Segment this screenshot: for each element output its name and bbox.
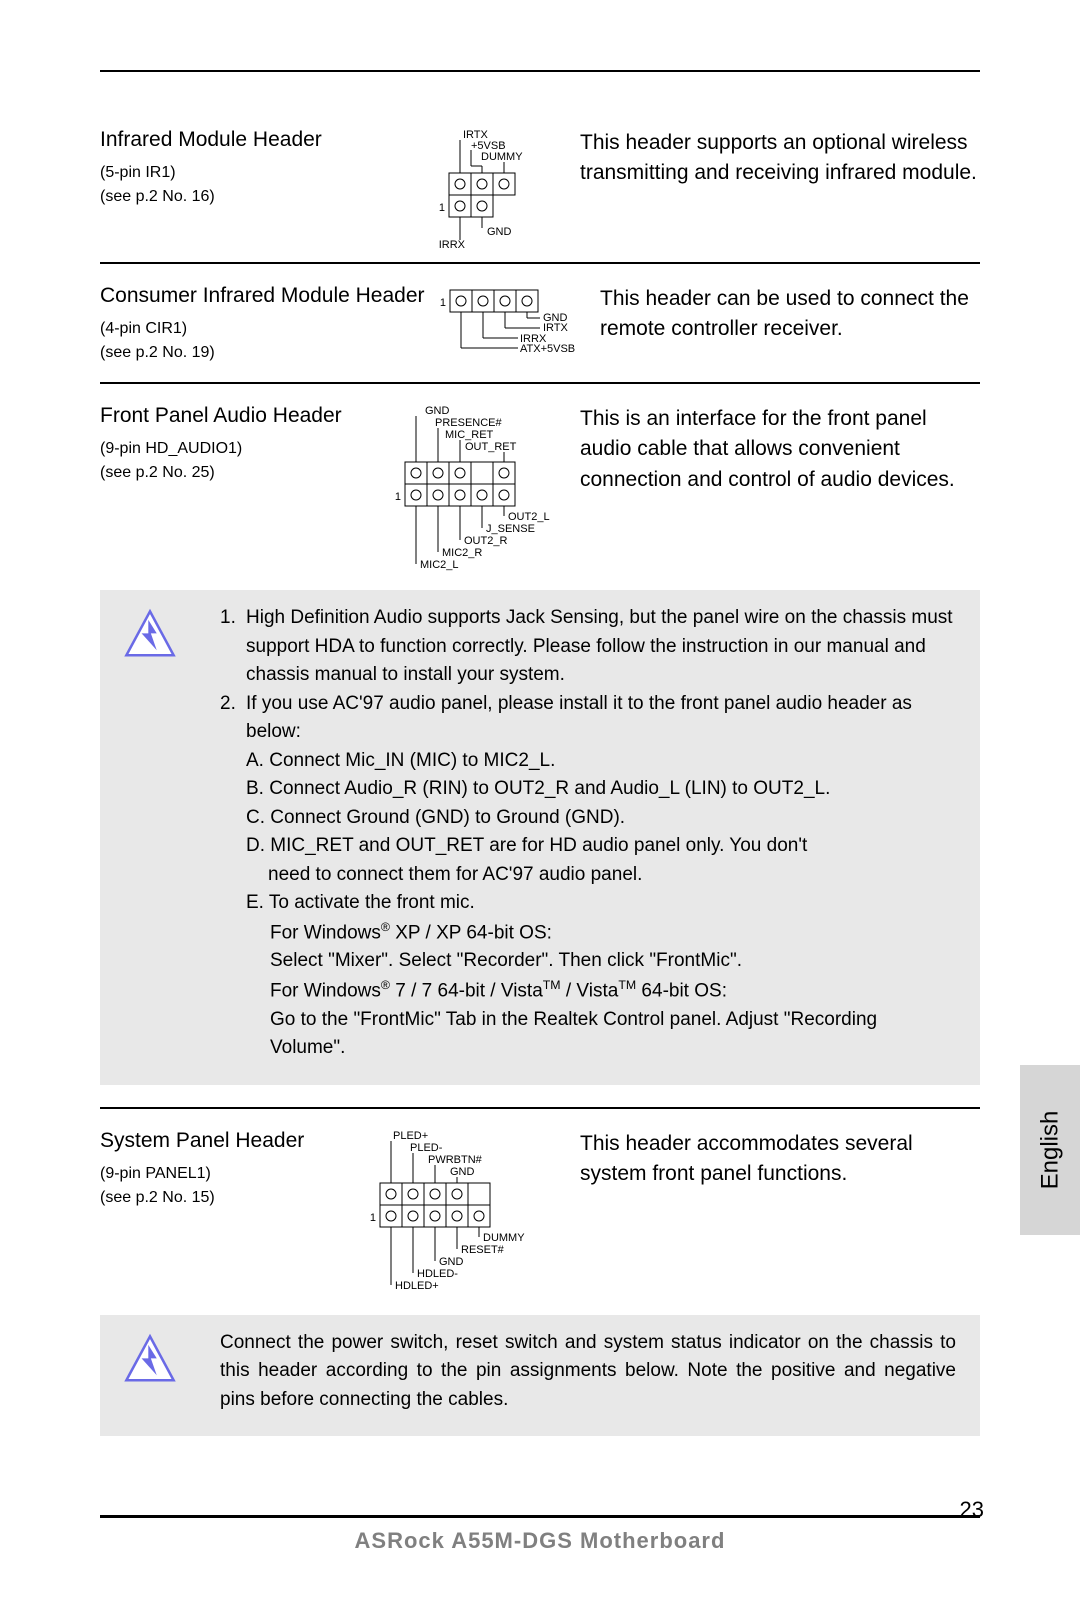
pin-label: RESET# [461, 1244, 505, 1256]
pin-label: MIC2_R [442, 547, 482, 559]
pin-label: ATX+5VSB [520, 343, 575, 355]
pin1-marker: 1 [370, 1212, 376, 1224]
pin-label: GND [487, 226, 512, 238]
pin-label: GND [450, 1166, 475, 1178]
ir-diagram-svg: IRTX +5VSB DUMMY 1 GND [415, 128, 525, 258]
note-body: Connect the power switch, reset switch a… [190, 1329, 956, 1415]
note-body: 1.High Definition Audio supports Jack Se… [190, 604, 956, 1063]
section-sub2: (see p.2 No. 19) [100, 344, 440, 362]
section-diagram: PLED+ PLED- PWRBTN# GND [340, 1129, 560, 1309]
section-cir: Consumer Infrared Module Header (4-pin C… [100, 264, 980, 368]
language-label: English [1036, 1111, 1064, 1190]
section-desc: This header supports an optional wireles… [580, 128, 980, 189]
section-desc: This header can be used to connect the r… [600, 284, 980, 345]
section-title: Front Panel Audio Header [100, 404, 380, 428]
section-title: Infrared Module Header [100, 128, 380, 152]
pin-label: PLED- [410, 1142, 443, 1154]
pin1-marker: 1 [439, 202, 445, 214]
pin-label: PRESENCE# [435, 417, 503, 429]
pin-label: HDLED+ [395, 1280, 439, 1292]
section-right: This header supports an optional wireles… [560, 128, 980, 189]
pin-label: PWRBTN# [428, 1154, 483, 1166]
panel-diagram-svg: PLED+ PLED- PWRBTN# GND [360, 1129, 540, 1309]
section-sub2: (see p.2 No. 25) [100, 464, 380, 482]
note-subitem: C. Connect Ground (GND) to Ground (GND). [220, 804, 956, 833]
section-left: Infrared Module Header (5-pin IR1) (see … [100, 128, 380, 212]
pin-label: DUMMY [483, 1232, 525, 1244]
pin-label: MIC2_L [420, 559, 459, 571]
note-box-panel: Connect the power switch, reset switch a… [100, 1315, 980, 1437]
pin-label: GND [439, 1256, 464, 1268]
section-diagram: 1 GND IRTX IRRX ATX+5VSB [440, 284, 580, 364]
section-right: This header can be used to connect the r… [580, 284, 980, 345]
pin-label: OUT2_L [508, 511, 550, 523]
pin-label: DUMMY [481, 151, 523, 163]
note-line: Go to the "FrontMic" Tab in the Realtek … [220, 1006, 956, 1063]
lightning-icon [110, 604, 190, 1063]
language-tab: English [1020, 1065, 1080, 1235]
document-page: Infrared Module Header (5-pin IR1) (see … [0, 0, 1080, 1619]
pin-label: IRRX [439, 239, 466, 251]
pin1-marker: 1 [395, 491, 401, 503]
note-subitem: E. To activate the front mic. [220, 889, 956, 918]
section-right: This is an interface for the front panel… [560, 404, 980, 495]
section-sub1: (4-pin CIR1) [100, 320, 440, 338]
pin-label: MIC_RET [445, 429, 494, 441]
section-left: Front Panel Audio Header (9-pin HD_AUDIO… [100, 404, 380, 488]
cir-diagram-svg: 1 GND IRTX IRRX ATX+5VSB [440, 284, 580, 364]
section-panel: System Panel Header (9-pin PANEL1) (see … [100, 1109, 980, 1309]
section-desc: This header accommodates several system … [580, 1129, 980, 1190]
note-subitem: A. Connect Mic_IN (MIC) to MIC2_L. [220, 747, 956, 776]
note-subitem: B. Connect Audio_R (RIN) to OUT2_R and A… [220, 775, 956, 804]
section-title: Consumer Infrared Module Header [100, 284, 440, 308]
section-sub2: (see p.2 No. 16) [100, 188, 380, 206]
lightning-icon [110, 1329, 190, 1415]
section-left: System Panel Header (9-pin PANEL1) (see … [100, 1129, 340, 1213]
pin-label: OUT_RET [465, 441, 517, 453]
hdaudio-diagram-svg: GND PRESENCE# MIC_RET OUT_RET [385, 404, 555, 584]
note-subitem: D. MIC_RET and OUT_RET are for HD audio … [220, 832, 956, 889]
note-line: For Windows® 7 / 7 64-bit / VistaTM / Vi… [220, 976, 956, 1006]
pin-label: OUT2_R [464, 535, 507, 547]
section-diagram: GND PRESENCE# MIC_RET OUT_RET [380, 404, 560, 584]
note-item: High Definition Audio supports Jack Sens… [246, 604, 956, 690]
note-item: If you use AC'97 audio panel, please ins… [246, 690, 956, 747]
note-text: Connect the power switch, reset switch a… [220, 1332, 956, 1410]
section-right: This header accommodates several system … [560, 1129, 980, 1190]
note-box-audio: 1.High Definition Audio supports Jack Se… [100, 590, 980, 1085]
section-sub1: (9-pin HD_AUDIO1) [100, 440, 380, 458]
page-footer: 23 ASRock A55M-DGS Motherboard [100, 1515, 980, 1554]
section-hdaudio: Front Panel Audio Header (9-pin HD_AUDIO… [100, 384, 980, 584]
note-line: Select "Mixer". Select "Recorder". Then … [220, 947, 956, 976]
pin-label: J_SENSE [486, 523, 535, 535]
section-sub1: (9-pin PANEL1) [100, 1165, 340, 1183]
footer-rule [100, 1515, 980, 1518]
pin-label: HDLED- [417, 1268, 458, 1280]
section-left: Consumer Infrared Module Header (4-pin C… [100, 284, 440, 368]
pin-label: IRTX [543, 322, 569, 334]
pin-label: GND [425, 405, 450, 417]
section-sub1: (5-pin IR1) [100, 164, 380, 182]
footer-title: ASRock A55M-DGS Motherboard [100, 1528, 980, 1554]
note-line: For Windows® XP / XP 64-bit OS: [220, 918, 956, 948]
section-desc: This is an interface for the front panel… [580, 404, 980, 495]
pin1-marker: 1 [440, 297, 446, 309]
section-diagram: IRTX +5VSB DUMMY 1 GND [380, 128, 560, 258]
page-number: 23 [960, 1497, 984, 1523]
section-title: System Panel Header [100, 1129, 340, 1153]
pin-label: PLED+ [393, 1130, 428, 1142]
section-sub2: (see p.2 No. 15) [100, 1189, 340, 1207]
section-infrared: Infrared Module Header (5-pin IR1) (see … [100, 72, 980, 258]
